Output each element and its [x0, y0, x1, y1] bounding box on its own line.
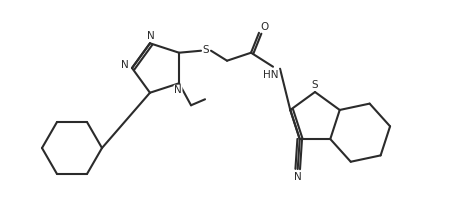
Text: N: N — [174, 85, 182, 95]
Text: HN: HN — [263, 70, 279, 80]
Text: S: S — [312, 80, 318, 90]
Text: O: O — [260, 22, 268, 32]
Text: S: S — [202, 45, 209, 55]
Text: N: N — [294, 172, 302, 182]
Text: N: N — [121, 60, 129, 70]
Text: N: N — [147, 31, 155, 41]
